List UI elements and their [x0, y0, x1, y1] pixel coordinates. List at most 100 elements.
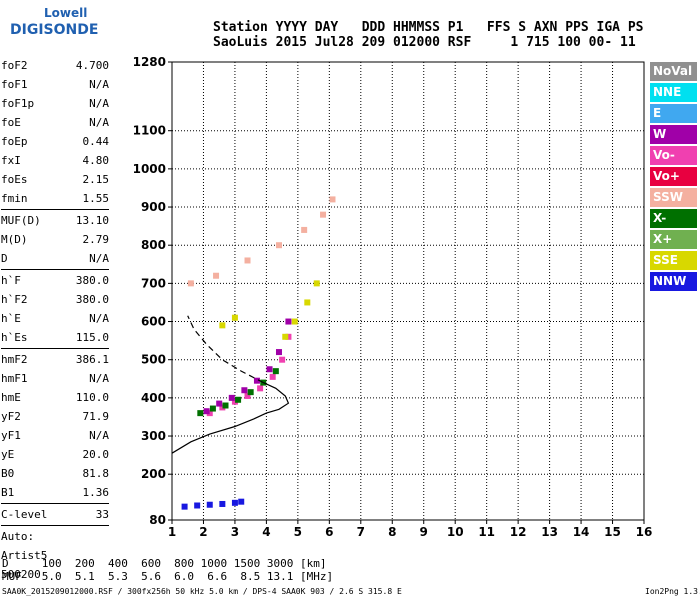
param-row: foEp 0.44 [1, 132, 109, 151]
param-row: yF1 N/A [1, 426, 109, 445]
param-label: foF2 [1, 59, 28, 72]
param-label: D [1, 252, 8, 265]
param-value: N/A [89, 372, 109, 385]
y-tick-label: 1280 [133, 55, 166, 69]
echo-point-x [247, 389, 254, 396]
param-label: hmF1 [1, 372, 28, 385]
param-label: B0 [1, 467, 15, 480]
x-tick-label: 10 [447, 525, 464, 539]
param-row: C-level 33 [1, 505, 109, 524]
echo-point-vo [244, 392, 251, 399]
legend-item-x: X+ [650, 230, 697, 249]
y-tick-label: 500 [141, 353, 166, 367]
echo-point-nnw [194, 502, 201, 509]
y-tick-label: 200 [141, 467, 166, 481]
legend-item-nne: NNE [650, 83, 697, 102]
param-value: 380.0 [75, 293, 109, 306]
echo-point-w [253, 377, 260, 384]
param-separator [1, 209, 109, 210]
param-label: foF1 [1, 78, 28, 91]
param-separator [1, 525, 109, 526]
echo-point-sse [304, 299, 311, 306]
logo-digisonde-text: DIGISONDE [10, 22, 99, 38]
electron-density-profile [171, 382, 290, 454]
param-row: hmE 110.0 [1, 388, 109, 407]
param-label: MUF(D) [1, 214, 41, 227]
param-row: B1 1.36 [1, 483, 109, 502]
scaled-parameters-panel: foF2 4.700 foF1 N/A foF1p N/A foE N/A foEp 0.44 fx… [1, 56, 109, 584]
param-value: 386.1 [75, 353, 109, 366]
param-row: foE N/A [1, 113, 109, 132]
echo-point-ssw [187, 280, 194, 287]
param-value: 0.44 [82, 135, 110, 148]
x-tick-label: 2 [199, 525, 207, 539]
legend-item-e: E [650, 104, 697, 123]
param-value: N/A [89, 312, 109, 325]
header-line-1: Station YYYY DAY DDD HHMMSS P1 FFS S AXN… [213, 20, 644, 35]
param-label: h`Es [1, 331, 28, 344]
echo-point-w [241, 387, 248, 394]
x-tick-label: 7 [357, 525, 365, 539]
legend-item-ssw: SSW [650, 188, 697, 207]
echo-point-w [203, 408, 210, 415]
echo-point-ssw [329, 196, 336, 203]
grid-lines [172, 62, 644, 520]
param-label: fmin [1, 192, 28, 205]
param-value: 4.700 [75, 59, 109, 72]
distance-muf-table: D 100 200 400 600 800 1000 1500 3000 [km… [2, 557, 333, 583]
echo-point-vo [279, 356, 286, 363]
param-row: yE 20.0 [1, 445, 109, 464]
param-label: foE [1, 116, 21, 129]
echo-point-vo [285, 333, 292, 340]
param-row: foEs 2.15 [1, 170, 109, 189]
x-tick-label: 11 [478, 525, 495, 539]
y-tick-label: 900 [141, 200, 166, 214]
echo-point-w [285, 318, 292, 325]
x-tick-label: 6 [325, 525, 333, 539]
echo-point-nnw [231, 499, 238, 506]
x-tick-label: 16 [636, 525, 653, 539]
x-tick-label: 1 [168, 525, 176, 539]
echo-point-x [235, 396, 242, 403]
echo-point-w [228, 394, 235, 401]
param-row: h`E N/A [1, 309, 109, 328]
echo-point-sse [291, 318, 298, 325]
legend-item-vo: Vo+ [650, 167, 697, 186]
echo-point-w [266, 366, 273, 373]
echo-point-x [272, 368, 279, 375]
param-row: fmin 1.55 [1, 189, 109, 208]
param-row: Artist5 [1, 546, 109, 565]
echo-point-nnw [219, 500, 226, 507]
legend-item-x: X- [650, 209, 697, 228]
param-label: foEs [1, 173, 28, 186]
echo-point-x [222, 402, 229, 409]
param-row: M(D) 2.79 [1, 230, 109, 249]
param-row: h`F 380.0 [1, 271, 109, 290]
param-value: 20.0 [82, 448, 110, 461]
param-value: 380.0 [75, 274, 109, 287]
param-row: hmF2 386.1 [1, 350, 109, 369]
param-separator [1, 503, 109, 504]
echo-point-w [216, 400, 223, 407]
y-tick-label: 300 [141, 429, 166, 443]
axis-ticks: 1 2 3 4 5 6 7 8 9 10 11 12 13 14 15 1680200300400500600… [133, 55, 653, 539]
muf-row: MUF 5.0 5.1 5.3 5.6 6.0 6.6 8.5 13.1 [MH… [2, 570, 334, 583]
x-tick-label: 15 [604, 525, 621, 539]
param-label: Auto: [1, 530, 35, 543]
param-value: N/A [89, 97, 109, 110]
echo-point-x [197, 410, 204, 417]
x-tick-label: 14 [573, 525, 590, 539]
param-value: N/A [89, 78, 109, 91]
param-row: h`F2 380.0 [1, 290, 109, 309]
param-row: hmF1 N/A [1, 369, 109, 388]
echo-point-vo [257, 385, 264, 392]
param-value: 1.36 [82, 486, 110, 499]
param-separator [1, 269, 109, 270]
param-row: foF1 N/A [1, 75, 109, 94]
param-value: 33 [95, 508, 109, 521]
param-row: MUF(D) 13.10 [1, 211, 109, 230]
param-value: 71.9 [82, 410, 110, 423]
echo-point-ssw [301, 226, 308, 233]
y-tick-label: 400 [141, 391, 166, 405]
param-label: yF2 [1, 410, 21, 423]
